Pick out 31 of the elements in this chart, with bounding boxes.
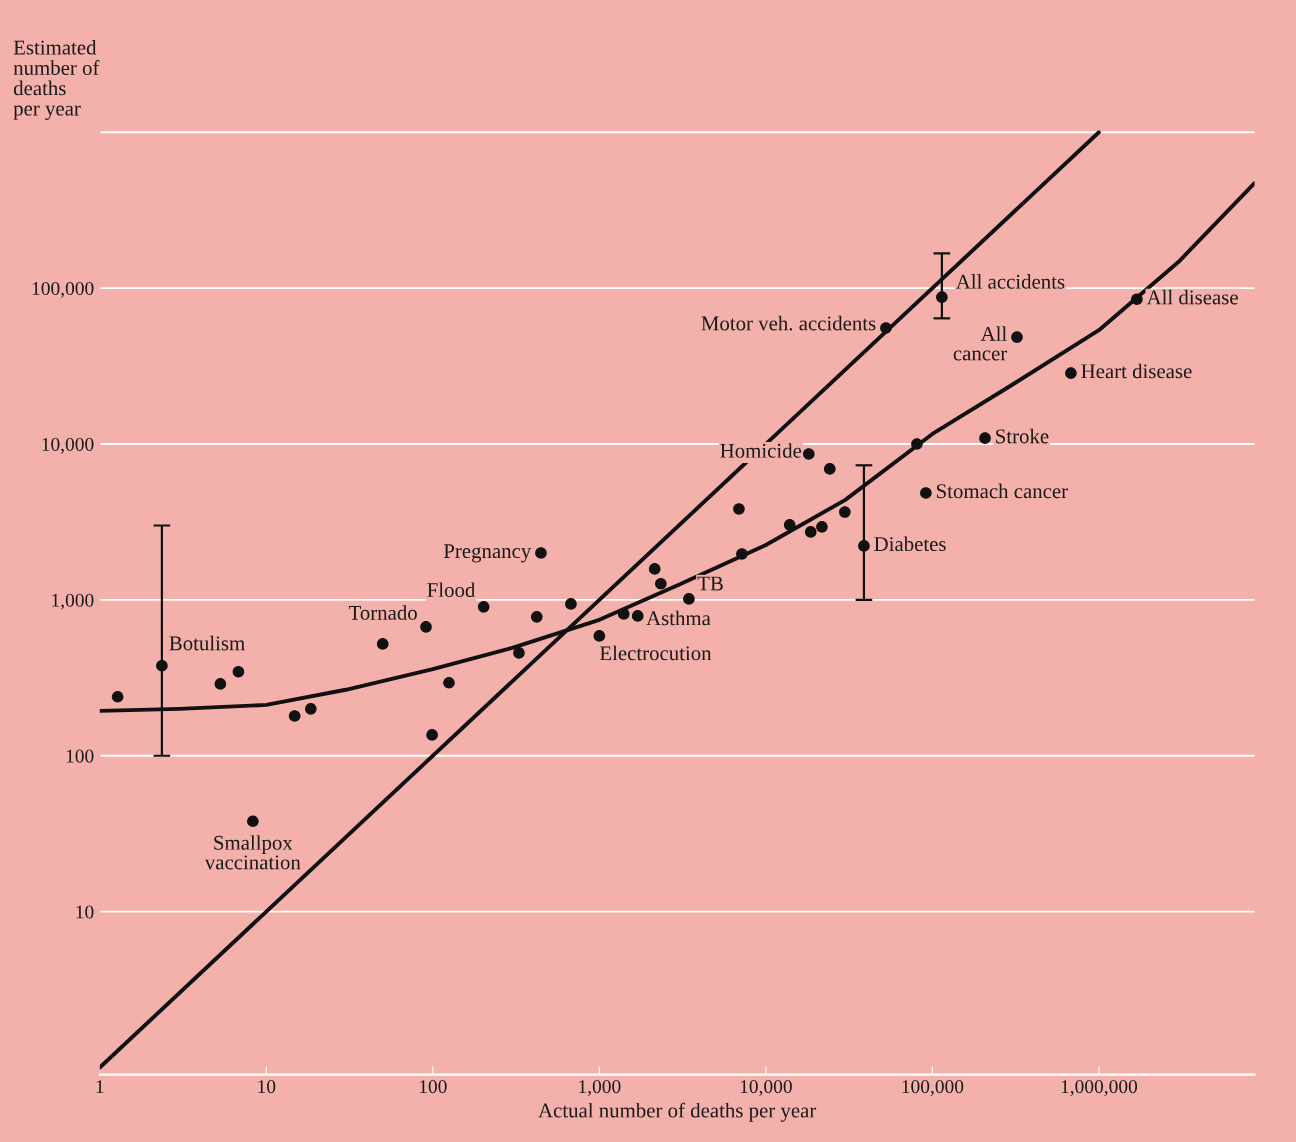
annotation: Stomach cancer (937, 483, 1068, 499)
annotation: Electrocution (599, 645, 712, 661)
x-tick-label: 100 (419, 1080, 447, 1094)
annotation: Tornado (348, 605, 417, 620)
annotation: All accidents (955, 274, 1065, 289)
y-tick-label: 100 (66, 749, 94, 763)
annotation: Pregnancy (443, 544, 532, 563)
annotation: Motor veh. accidents (701, 315, 876, 331)
annotation: Homicide (720, 443, 802, 458)
y-axis-title: Estimated number of deaths per year (13, 39, 100, 120)
y-tick-label: 10,000 (42, 437, 94, 454)
x-tick-label: 100,000 (902, 1080, 964, 1096)
annotation: Diabetes (874, 536, 946, 552)
annotation: All cancer (953, 326, 1008, 361)
x-tick-label: 1,000,000 (1061, 1080, 1138, 1096)
y-tick-label: 1,000 (52, 593, 94, 610)
annotation: Stroke (996, 428, 1049, 444)
annotation: Flood (427, 582, 476, 598)
x-tick-label: 10 (258, 1080, 276, 1094)
annotation: Botulism (169, 635, 245, 651)
y-tick-label: 100,000 (32, 281, 94, 298)
annotation: All disease (1146, 289, 1238, 305)
x-axis-title: Actual number of deaths per year (538, 1102, 817, 1122)
y-tick-label: 10 (76, 905, 94, 919)
x-tick-label: 1 (96, 1080, 104, 1093)
annotation: Smallpox vaccination (204, 835, 301, 870)
annotation: Heart disease (1081, 363, 1192, 379)
x-tick-label: 1,000 (579, 1080, 621, 1096)
annotation: TB (697, 576, 723, 591)
annotation: Asthma (646, 610, 711, 626)
x-tick-label: 10,000 (740, 1080, 792, 1096)
